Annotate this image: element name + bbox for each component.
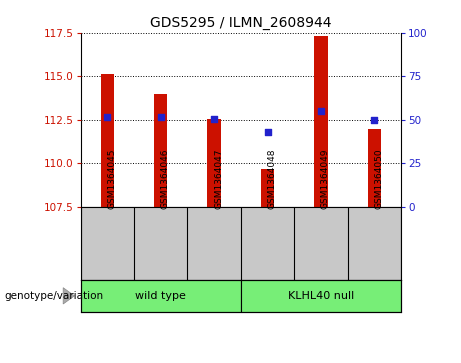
Bar bbox=[154, 94, 167, 207]
Point bbox=[211, 116, 218, 122]
Bar bbox=[81, 280, 241, 312]
Bar bbox=[100, 74, 114, 207]
Point bbox=[371, 117, 378, 123]
Point bbox=[264, 129, 271, 135]
Text: GSM1364048: GSM1364048 bbox=[267, 148, 277, 209]
Text: GSM1364047: GSM1364047 bbox=[214, 148, 223, 209]
Text: GSM1364045: GSM1364045 bbox=[107, 148, 116, 209]
Point bbox=[317, 108, 325, 114]
Text: GSM1364049: GSM1364049 bbox=[321, 148, 330, 209]
Bar bbox=[207, 119, 221, 207]
Polygon shape bbox=[63, 287, 74, 304]
Text: GSM1364050: GSM1364050 bbox=[374, 148, 384, 209]
Text: KLHL40 null: KLHL40 null bbox=[288, 291, 354, 301]
Bar bbox=[261, 168, 274, 207]
Point bbox=[104, 114, 111, 120]
Text: wild type: wild type bbox=[136, 291, 186, 301]
Text: GSM1364046: GSM1364046 bbox=[161, 148, 170, 209]
Bar bbox=[368, 129, 381, 207]
Bar bbox=[314, 36, 328, 207]
Bar bbox=[241, 280, 401, 312]
Text: genotype/variation: genotype/variation bbox=[5, 291, 104, 301]
Title: GDS5295 / ILMN_2608944: GDS5295 / ILMN_2608944 bbox=[150, 16, 331, 30]
Point bbox=[157, 114, 165, 120]
